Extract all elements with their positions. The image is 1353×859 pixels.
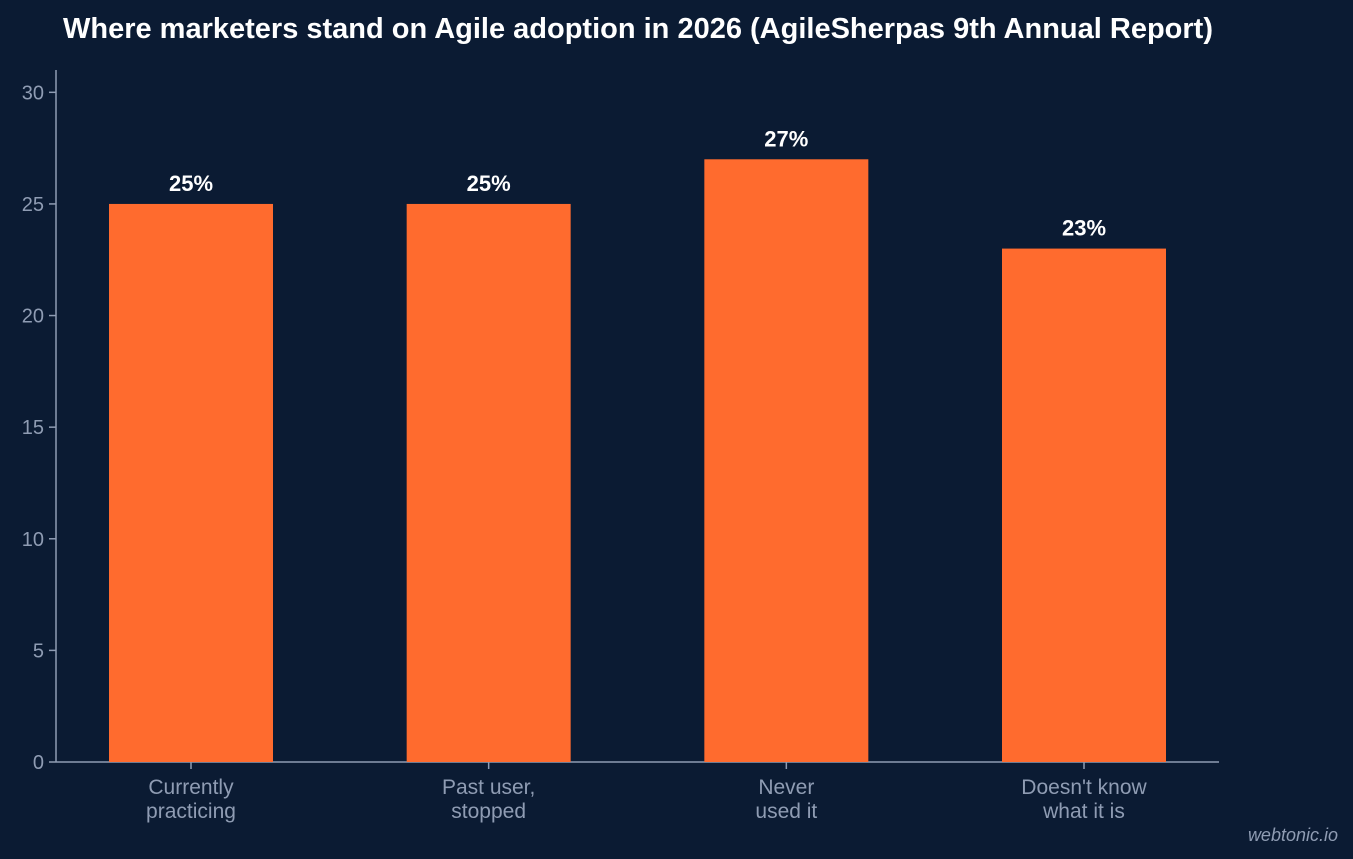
bar [1002,248,1166,763]
watermark: webtonic.io [1248,825,1338,845]
x-tick-label: Doesn't know [1021,776,1147,799]
chart-title: Where marketers stand on Agile adoption … [63,13,1213,45]
y-tick-label: 20 [22,306,44,328]
y-tick-label: 0 [33,752,44,774]
bars [109,159,1166,763]
bar [109,203,273,762]
x-tick-label: what it is [1042,800,1125,823]
y-tick-label: 5 [33,640,44,662]
y-tick-label: 25 [22,194,44,216]
x-tick-label: practicing [146,800,236,823]
bar [704,159,869,762]
x-tick-label: stopped [451,800,526,823]
bar-value-label: 25% [467,171,511,196]
bar [406,203,571,762]
x-tick-label: Currently [148,776,234,799]
x-tick-label: used it [755,800,817,823]
bar-value-label: 25% [169,171,213,196]
value-labels: 25% 25% 27% 23% [169,126,1106,240]
bar-value-label: 27% [764,126,808,151]
x-tick-label: Never [758,776,814,799]
bar-value-label: 23% [1062,216,1106,241]
y-axis: 0 5 10 15 20 25 30 [22,70,57,774]
y-tick-label: 10 [22,529,44,551]
y-tick-label: 30 [22,82,44,104]
y-tick-label: 15 [22,417,44,439]
x-tick-label: Past user, [442,776,535,799]
